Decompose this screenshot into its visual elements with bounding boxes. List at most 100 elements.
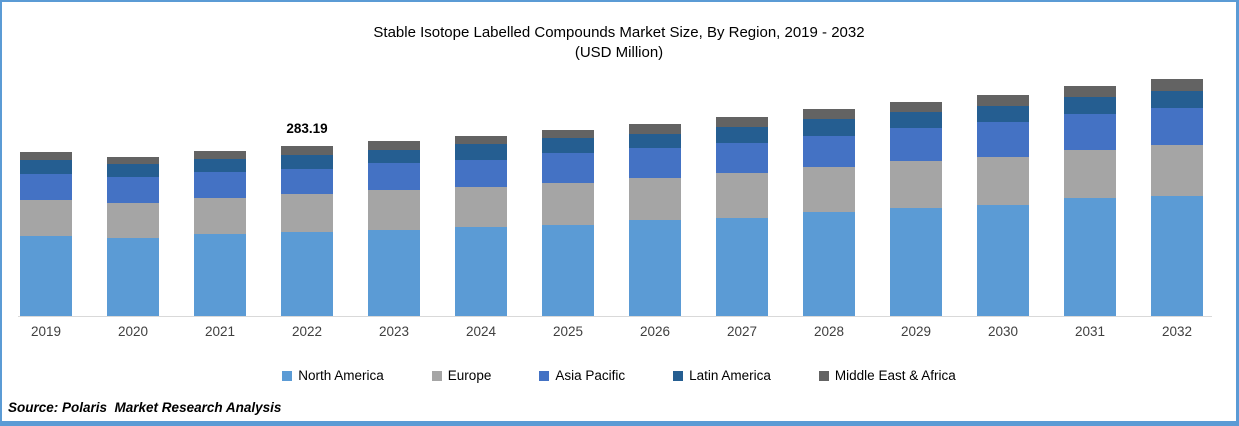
bar-segment-middle-east-africa-2030 xyxy=(977,94,1029,106)
bar-segment-europe-2022 xyxy=(281,194,333,233)
bar-segment-middle-east-africa-2024 xyxy=(455,135,507,145)
chart-title: Stable Isotope Labelled Compounds Market… xyxy=(373,24,865,41)
bar-segment-north-america-2030 xyxy=(977,205,1029,316)
bar-segment-europe-2029 xyxy=(890,160,942,209)
x-tick-2021: 2021 xyxy=(204,324,236,339)
bar-segment-middle-east-africa-2026 xyxy=(629,124,681,135)
bar-segment-asia-pacific-2029 xyxy=(890,128,942,161)
bar-segment-latin-america-2027 xyxy=(716,126,768,143)
legend-swatch xyxy=(539,370,550,381)
legend-item-europe: Europe xyxy=(431,368,492,383)
bar-2021 xyxy=(194,150,246,316)
bar-segment-north-america-2023 xyxy=(368,229,420,316)
bar-2022 xyxy=(281,146,333,316)
bar-segment-latin-america-2030 xyxy=(977,105,1029,122)
bar-2026 xyxy=(629,124,681,316)
x-tick-2030: 2030 xyxy=(987,324,1019,339)
bar-2031 xyxy=(1064,86,1116,316)
bar-segment-latin-america-2031 xyxy=(1064,96,1116,115)
bar-segment-europe-2025 xyxy=(542,182,594,225)
bar-segment-north-america-2021 xyxy=(194,234,246,316)
x-tick-2026: 2026 xyxy=(639,324,671,339)
bar-2027 xyxy=(716,117,768,316)
bar-segment-latin-america-2026 xyxy=(629,134,681,149)
bar-segment-latin-america-2022 xyxy=(281,155,333,170)
x-tick-2022: 2022 xyxy=(291,324,323,339)
bar-segment-asia-pacific-2019 xyxy=(20,173,72,201)
bar-segment-europe-2020 xyxy=(107,202,159,238)
legend-item-north-america: North America xyxy=(282,368,384,383)
bar-segment-asia-pacific-2025 xyxy=(542,153,594,183)
bar-2025 xyxy=(542,130,594,316)
bar-segment-latin-america-2021 xyxy=(194,159,246,172)
bar-segment-middle-east-africa-2027 xyxy=(716,117,768,127)
bar-segment-europe-2027 xyxy=(716,173,768,218)
bar-segment-north-america-2025 xyxy=(542,224,594,316)
bar-segment-north-america-2027 xyxy=(716,217,768,316)
bar-segment-europe-2032 xyxy=(1151,144,1203,196)
bar-segment-europe-2028 xyxy=(803,167,855,212)
bar-segment-asia-pacific-2027 xyxy=(716,142,768,174)
bar-2024 xyxy=(455,135,507,316)
bar-segment-north-america-2024 xyxy=(455,226,507,316)
bar-segment-middle-east-africa-2022 xyxy=(281,146,333,156)
bar-segment-asia-pacific-2028 xyxy=(803,135,855,168)
source-note: Source: Polaris Market Research Analysis xyxy=(8,400,282,415)
bar-segment-asia-pacific-2031 xyxy=(1064,114,1116,151)
x-axis-line xyxy=(18,316,1212,317)
legend-swatch xyxy=(431,370,442,381)
bar-segment-europe-2030 xyxy=(977,156,1029,205)
bar-segment-europe-2019 xyxy=(20,200,72,236)
bar-segment-asia-pacific-2030 xyxy=(977,121,1029,157)
bar-segment-europe-2021 xyxy=(194,197,246,235)
bar-segment-europe-2023 xyxy=(368,190,420,230)
bar-segment-north-america-2029 xyxy=(890,208,942,316)
bar-segment-asia-pacific-2024 xyxy=(455,160,507,187)
bar-segment-europe-2026 xyxy=(629,178,681,220)
bar-segment-north-america-2019 xyxy=(20,235,72,316)
x-tick-2024: 2024 xyxy=(465,324,497,339)
legend-swatch xyxy=(282,370,293,381)
bar-segment-north-america-2026 xyxy=(629,220,681,316)
bar-segment-europe-2024 xyxy=(455,187,507,227)
bar-segment-middle-east-africa-2032 xyxy=(1151,79,1203,91)
x-tick-2029: 2029 xyxy=(900,324,932,339)
legend-label: North America xyxy=(298,368,384,383)
bar-2032 xyxy=(1151,79,1203,316)
bar-segment-asia-pacific-2022 xyxy=(281,169,333,195)
bar-segment-latin-america-2024 xyxy=(455,144,507,161)
plot-area: 2019 2020 2021 2022 2023 2024 2025 2026 2027 2028… xyxy=(2,2,1236,421)
x-tick-2025: 2025 xyxy=(552,324,584,339)
bar-2019 xyxy=(20,151,72,316)
legend-item-latin-america: Latin America xyxy=(673,368,771,383)
bar-segment-north-america-2028 xyxy=(803,211,855,316)
bar-segment-latin-america-2020 xyxy=(107,164,159,177)
legend: North America Europe Asia Pacific Latin Ame… xyxy=(2,368,1236,383)
bar-segment-latin-america-2028 xyxy=(803,119,855,136)
bar-segment-asia-pacific-2021 xyxy=(194,171,246,198)
legend-label: Asia Pacific xyxy=(555,368,626,383)
legend-item-asia-pacific: Asia Pacific xyxy=(539,368,625,383)
chart-subtitle: (USD Million) xyxy=(574,44,664,61)
bar-segment-latin-america-2019 xyxy=(20,160,72,174)
chart-title-block: Stable Isotope Labelled Compounds Market… xyxy=(2,22,1236,62)
legend-swatch xyxy=(673,370,684,381)
bar-segment-middle-east-africa-2029 xyxy=(890,101,942,112)
legend-label: Europe xyxy=(447,368,492,383)
bar-segment-latin-america-2032 xyxy=(1151,90,1203,109)
bar-segment-north-america-2031 xyxy=(1064,198,1116,316)
bar-segment-latin-america-2025 xyxy=(542,138,594,154)
x-tick-2020: 2020 xyxy=(117,324,149,339)
bar-2023 xyxy=(368,140,420,316)
bar-2030 xyxy=(977,94,1029,316)
bar-segment-asia-pacific-2032 xyxy=(1151,108,1203,145)
bar-segment-north-america-2032 xyxy=(1151,196,1203,316)
bar-segment-latin-america-2023 xyxy=(368,149,420,164)
bar-segment-middle-east-africa-2019 xyxy=(20,151,72,161)
bar-segment-north-america-2020 xyxy=(107,237,159,316)
x-tick-2028: 2028 xyxy=(813,324,845,339)
bar-segment-middle-east-africa-2025 xyxy=(542,130,594,139)
bar-segment-asia-pacific-2026 xyxy=(629,148,681,179)
bar-segment-europe-2031 xyxy=(1064,150,1116,199)
